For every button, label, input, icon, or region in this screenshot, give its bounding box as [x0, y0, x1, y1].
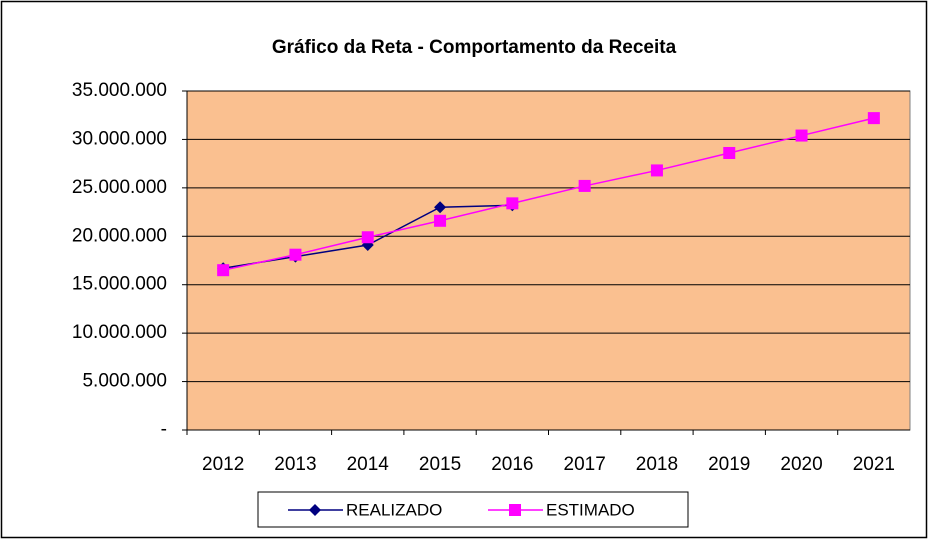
- legend-label: REALIZADO: [346, 500, 442, 519]
- data-point: [650, 164, 663, 177]
- y-tick-label: 20.000.000: [72, 225, 167, 246]
- y-tick-label: 5.000.000: [82, 371, 167, 392]
- x-tick-label: 2021: [853, 454, 895, 475]
- legend-marker: [509, 504, 521, 516]
- data-point: [217, 264, 230, 277]
- y-tick-label: 15.000.000: [72, 274, 167, 295]
- x-tick-label: 2013: [274, 454, 316, 475]
- chart-title: Gráfico da Reta - Comportamento da Recei…: [272, 37, 677, 58]
- data-point: [723, 146, 736, 159]
- legend-label: ESTIMADO: [546, 500, 635, 519]
- legend-marker: [309, 504, 321, 516]
- x-tick-label: 2012: [202, 454, 244, 475]
- data-point: [289, 248, 302, 261]
- x-tick-label: 2020: [780, 454, 822, 475]
- data-point: [578, 179, 591, 192]
- y-tick-label: 10.000.000: [72, 322, 167, 343]
- data-point: [867, 112, 880, 125]
- x-tick-label: 2016: [491, 454, 533, 475]
- x-tick-label: 2018: [636, 454, 678, 475]
- x-tick-label: 2015: [419, 454, 461, 475]
- plot-area: [186, 90, 911, 431]
- data-point: [361, 231, 374, 244]
- y-tick-label: 35.000.000: [72, 80, 167, 101]
- data-point: [434, 214, 447, 227]
- x-tick-label: 2017: [564, 454, 606, 475]
- y-tick-label: 25.000.000: [72, 177, 167, 198]
- y-tick-label: 30.000.000: [72, 128, 167, 149]
- data-point: [795, 129, 808, 142]
- series-line: [222, 117, 875, 271]
- x-tick-label: 2014: [347, 454, 390, 475]
- data-point: [506, 197, 519, 210]
- y-tick-label: -: [161, 419, 167, 440]
- x-tick-label: 2019: [708, 454, 750, 475]
- data-point: [434, 201, 447, 214]
